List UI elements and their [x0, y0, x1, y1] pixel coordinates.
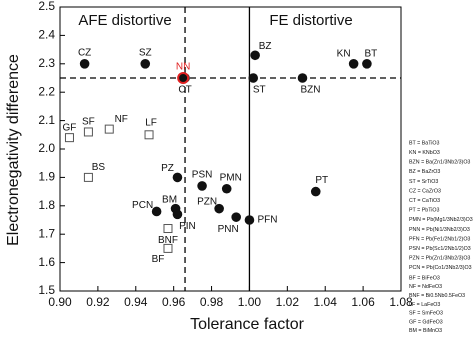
point-label: BF: [152, 254, 165, 265]
y-tick-label: 2.2: [38, 84, 55, 98]
data-point: [197, 181, 207, 191]
point-label: PIN: [179, 221, 196, 232]
data-point: [248, 73, 259, 83]
data-point: [144, 130, 154, 140]
y-tick-label: 2.4: [38, 28, 55, 42]
data-point: [163, 243, 173, 253]
region-label: AFE distortive: [78, 12, 171, 29]
point-label: PSN: [192, 170, 213, 181]
data-point: [140, 59, 151, 69]
legend-note: LF = LaFeO3: [409, 302, 440, 308]
data-point: [362, 59, 372, 69]
point-label: NF: [115, 114, 128, 125]
point-label: GF: [63, 122, 77, 133]
legend-note: SF = SmFeO3: [409, 311, 443, 317]
point-label: SZ: [139, 47, 152, 58]
legend-note: PNN = Pb(Ni1/3Nb2/3)O3: [409, 227, 470, 233]
x-tick-label: 0.96: [162, 295, 186, 309]
x-tick-label: 0.98: [200, 295, 224, 309]
y-tick-label: 2.5: [38, 0, 55, 13]
point-label: PZN: [197, 196, 217, 207]
plot-frame: [59, 6, 402, 292]
point-label: PFN: [257, 215, 277, 226]
data-point: [151, 206, 162, 217]
x-tick-label: 1.00: [238, 295, 262, 309]
region-label: FE distortive: [269, 12, 352, 29]
point-label: BZ: [259, 41, 272, 52]
data-point: [172, 172, 183, 183]
point-label: NN: [176, 62, 190, 73]
x-tick-label: 1.06: [351, 295, 375, 309]
point-label: PT: [315, 175, 328, 186]
x-tick-label: 0.92: [86, 295, 110, 309]
point-label: BM: [162, 194, 177, 205]
point-label: PZ: [161, 163, 174, 174]
legend-note: BZ = BaZrO3: [409, 169, 440, 175]
point-label: SF: [82, 117, 95, 128]
data-point: [83, 127, 93, 137]
data-point: [104, 124, 114, 134]
legend-note: BT = BaTiO3: [409, 140, 440, 146]
y-tick-label: 1.8: [38, 198, 55, 212]
data-point: [172, 209, 183, 220]
data-point: [64, 133, 74, 143]
point-label: BNF: [158, 235, 178, 246]
point-label: PMN: [220, 172, 242, 183]
y-tick-label: 1.5: [38, 283, 55, 297]
data-point: [310, 186, 321, 197]
x-tick-label: 0.90: [48, 295, 72, 309]
x-tick-label: 1.08: [389, 295, 413, 309]
y-tick-label: 2.3: [38, 56, 55, 70]
point-label: PNN: [218, 224, 239, 235]
x-tick-label: 0.94: [124, 295, 148, 309]
data-point: [348, 59, 359, 69]
legend-note: CZ = CaZrO3: [409, 188, 441, 194]
point-label: ST: [253, 85, 266, 96]
point-label: KN: [337, 48, 351, 59]
y-tick-label: 2.0: [38, 141, 55, 155]
y-tick-label: 1.7: [38, 226, 55, 240]
data-point: [244, 215, 255, 225]
legend-note: KN = KNbO3: [409, 150, 440, 156]
legend-note: BF = BiFeO3: [409, 275, 440, 281]
legend-note: BZN = Ba(Zn1/3Nb2/3)O3: [409, 160, 470, 166]
legend-note: PFN = Pb(Fe1/2Nb1/2)O3: [409, 236, 470, 242]
legend-note: BNF = Bi0.5Nb0.5FeO3: [409, 293, 465, 299]
y-tick-label: 1.6: [38, 255, 55, 269]
legend-note: ST = SrTiO3: [409, 179, 438, 185]
point-label: CZ: [78, 47, 91, 58]
data-point: [83, 172, 93, 182]
x-axis-title: Tolerance factor: [190, 316, 305, 333]
x-tick-label: 1.02: [276, 295, 300, 309]
data-point: [297, 73, 308, 83]
point-label: CT: [178, 85, 191, 96]
data-point: [177, 72, 190, 84]
point-label: BS: [92, 162, 106, 173]
data-point: [231, 212, 241, 222]
legend-note: CT = CaTiO3: [409, 198, 440, 204]
data-point: [163, 224, 173, 234]
legend-note: PCN = Pb(Co1/3Nb2/3)O3: [409, 265, 472, 271]
data-point: [79, 59, 90, 69]
legend-note: PMN = Pb(Mg1/3Nb2/3)O3: [409, 217, 473, 223]
point-label: BZN: [300, 85, 320, 96]
y-tick-label: 1.9: [38, 170, 55, 184]
y-tick-label: 2.1: [38, 113, 55, 127]
legend-note: PZN = Pb(Zn1/3Nb2/3)O3: [409, 256, 470, 262]
legend-note: NF = NdFeO3: [409, 284, 442, 290]
legend-note: PT = PbTiO3: [409, 208, 440, 214]
data-point: [221, 183, 232, 194]
legend-note: PSN = Pb(Sc1/2Nb1/2)O3: [409, 246, 471, 252]
y-axis-title: Electronegativity difference: [5, 54, 22, 246]
x-tick-label: 1.04: [314, 295, 338, 309]
data-point: [214, 203, 224, 214]
point-label: LF: [145, 117, 157, 128]
point-label: BT: [365, 48, 378, 59]
legend-note: BM = BiMnO3: [409, 328, 442, 334]
legend-note: GF = GdFeO3: [409, 319, 443, 325]
point-label: PCN: [132, 200, 153, 211]
data-point: [250, 50, 260, 61]
